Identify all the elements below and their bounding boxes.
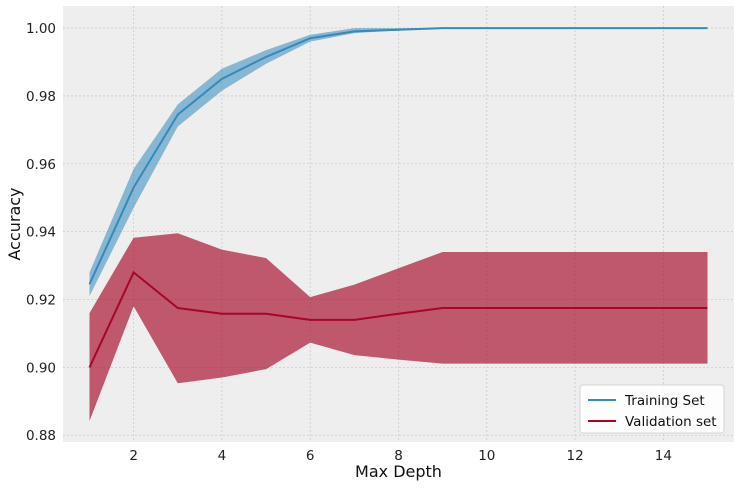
series-line-training [88, 27, 708, 285]
series-lines [88, 27, 708, 368]
y-tick-label: 0.94 [26, 225, 56, 241]
confidence-band-validation [89, 233, 708, 421]
series-line-validation [88, 270, 708, 368]
legend-label: Validation set [625, 414, 717, 430]
x-tick-label: 8 [394, 448, 403, 464]
y-tick-label: 0.98 [26, 89, 56, 105]
x-axis-ticks: 2 4 6 8 10 12 14 [129, 448, 672, 464]
x-tick-label: 2 [129, 448, 138, 464]
legend: Training Set Validation set [579, 384, 725, 434]
y-tick-label: 1.00 [26, 21, 56, 37]
y-tick-label: 0.90 [26, 360, 56, 376]
y-tick-label: 0.88 [26, 428, 56, 444]
y-tick-label: 0.92 [26, 292, 56, 308]
legend-label: Training Set [624, 393, 705, 409]
x-axis-label: Max Depth [355, 462, 442, 481]
x-tick-label: 4 [218, 448, 227, 464]
confidence-bands [89, 28, 708, 421]
y-tick-label: 0.96 [26, 157, 56, 173]
x-tick-label: 12 [566, 448, 583, 464]
x-tick-label: 14 [655, 448, 672, 464]
y-axis-ticks: 0.88 0.90 0.92 0.94 0.96 0.98 1.00 [26, 21, 56, 444]
y-axis-label: Accuracy [5, 187, 24, 260]
x-tick-label: 10 [478, 448, 495, 464]
x-tick-label: 6 [306, 448, 315, 464]
